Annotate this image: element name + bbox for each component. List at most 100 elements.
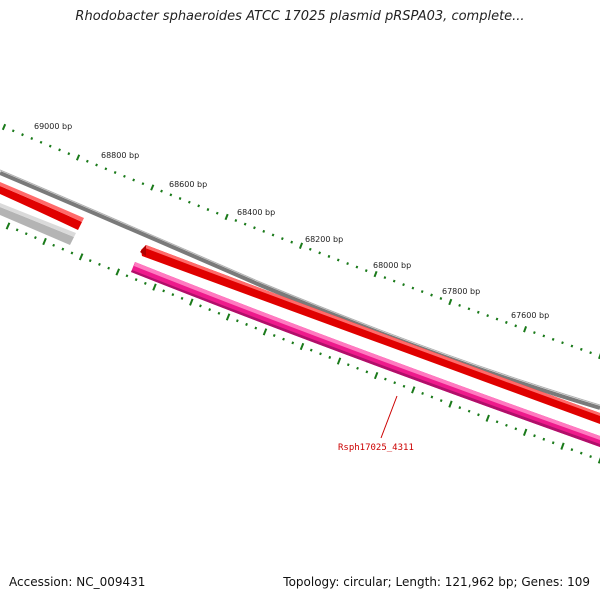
ruler-tick (355, 265, 359, 269)
ruler-tick (411, 286, 415, 290)
ruler-tick (234, 219, 238, 222)
ruler-tick (291, 341, 295, 345)
ruler-tick (328, 355, 332, 359)
ruler-tick (70, 251, 74, 255)
ruler-tick (439, 297, 443, 300)
ruler-tick (319, 352, 322, 356)
ruler-tick (253, 226, 256, 230)
ruler-tick (522, 428, 528, 436)
feature-pink-gene[interactable] (131, 262, 600, 447)
ruler-label: 68400 bp (237, 208, 275, 217)
ruler-tick (411, 386, 416, 394)
ruler-tick (187, 200, 191, 204)
ruler-tick (336, 357, 342, 365)
ruler-tick (290, 240, 294, 244)
ruler-tick (542, 334, 546, 338)
ruler-tick (225, 313, 231, 321)
ruler-tick (598, 353, 600, 360)
ruler-tick (178, 197, 182, 200)
ruler-tick (115, 268, 121, 276)
ruler-tick (235, 319, 239, 323)
ruler-tick (579, 347, 583, 351)
ruler-tick (243, 222, 247, 226)
outer-ruler-ticks (1, 123, 600, 360)
ruler-tick (570, 448, 574, 452)
ruler-tick (336, 258, 340, 262)
ruler-tick (125, 274, 129, 278)
ruler-tick (162, 289, 166, 293)
ruler-tick (208, 308, 212, 312)
ruler-tick (504, 320, 508, 324)
ruler-tick (346, 363, 350, 367)
feature-red-main[interactable] (140, 245, 600, 424)
ruler-tick (85, 159, 89, 163)
ruler-tick (551, 441, 555, 445)
ruler-tick (1, 123, 7, 131)
ruler-tick (402, 384, 406, 388)
ruler-tick (143, 281, 147, 285)
ruler-tick (98, 262, 101, 266)
ruler-tick (560, 442, 565, 450)
ruler-tick (523, 326, 528, 333)
ruler-tick (75, 154, 81, 161)
accession-text: Accession: NC_009431 (9, 575, 146, 589)
ruler-tick (52, 243, 56, 247)
ruler-tick (42, 237, 47, 246)
feature-red-left[interactable] (0, 182, 84, 230)
ruler-tick (262, 328, 268, 336)
ruler-tick (570, 344, 574, 348)
ruler-tick (199, 304, 202, 308)
ruler-labels: 69000 bp 68800 bp 68600 bp 68400 bp 6820… (34, 122, 549, 320)
ruler-tick (327, 254, 331, 258)
ruler-tick (430, 395, 434, 399)
ruler-tick (458, 406, 462, 410)
ruler-tick (30, 137, 34, 140)
gene-label[interactable]: Rsph17025_4311 (338, 443, 414, 453)
ruler-tick (224, 213, 229, 221)
ruler-tick (5, 222, 11, 230)
ruler-tick (485, 414, 490, 422)
ruler-tick (346, 262, 349, 266)
ruler-tick (458, 303, 461, 307)
ruler-tick (448, 400, 453, 408)
ruler-tick (589, 455, 592, 459)
ruler-tick (430, 293, 433, 297)
ruler-tick (160, 189, 163, 193)
backbone-highlight (0, 169, 600, 406)
feature-grey[interactable] (0, 203, 76, 245)
gene-label-leader (380, 395, 398, 439)
ruler-tick (597, 457, 600, 464)
ruler-tick (561, 341, 564, 345)
ruler-tick (551, 337, 555, 341)
ruler-tick (215, 211, 219, 215)
ruler-tick (373, 270, 378, 278)
ruler-tick (171, 293, 175, 297)
ruler-label: 67800 bp (442, 287, 480, 296)
ruler-tick (152, 283, 157, 291)
ruler-tick (123, 174, 126, 178)
ruler-tick (189, 298, 194, 306)
ruler-tick (421, 391, 424, 395)
ruler-tick (318, 251, 322, 255)
ruler-tick (245, 322, 248, 326)
ruler-tick (402, 283, 405, 287)
ruler-tick (180, 296, 184, 300)
ruler-tick (67, 152, 71, 156)
ruler-tick (373, 371, 379, 380)
ruler-tick (262, 229, 266, 233)
ruler-tick (169, 193, 173, 197)
ruler-tick (33, 236, 37, 240)
ruler-tick (39, 140, 43, 144)
ruler-tick (393, 381, 397, 385)
ruler-tick (505, 423, 508, 427)
ruler-tick (197, 204, 201, 208)
ruler-tick (280, 237, 284, 241)
ruler-tick (206, 208, 210, 212)
ruler-tick (420, 290, 424, 294)
ruler-tick (579, 451, 583, 455)
ruler-tick (392, 279, 396, 283)
ruler-tick (107, 266, 111, 270)
ruler-tick (150, 184, 155, 191)
ruler-tick (486, 314, 490, 318)
